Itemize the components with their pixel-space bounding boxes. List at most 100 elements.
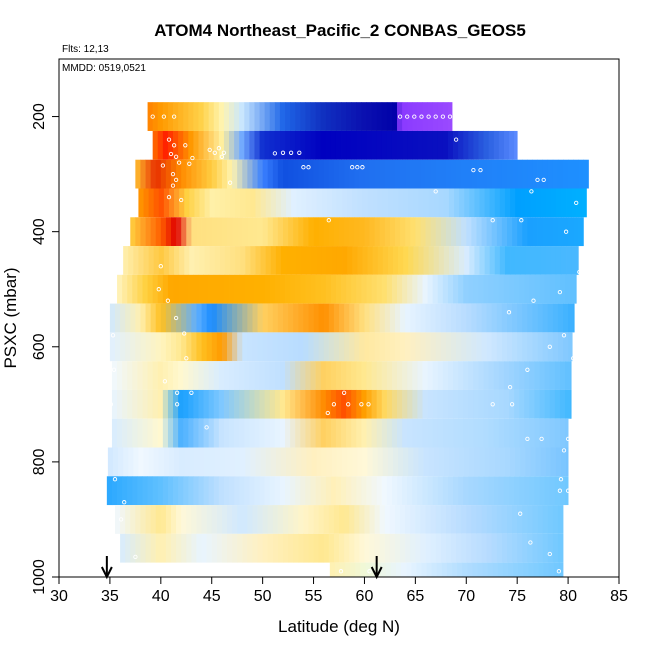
curtain-cell — [115, 303, 121, 333]
sample-marker — [122, 500, 127, 505]
curtain-cell — [366, 130, 372, 160]
curtain-cell — [255, 447, 261, 477]
curtain-cell — [165, 533, 172, 563]
sample-marker — [360, 165, 365, 170]
curtain-cell — [412, 130, 418, 160]
sample-marker — [528, 540, 533, 545]
curtain-cell — [145, 332, 152, 362]
curtain-cell — [496, 303, 503, 333]
curtain-cell — [361, 102, 367, 131]
curtain-cell — [366, 389, 372, 419]
curtain-cell — [176, 533, 182, 563]
sample-marker — [433, 114, 438, 119]
curtain-cell — [554, 361, 561, 390]
curtain-cell — [186, 505, 192, 534]
curtain-cell — [211, 533, 218, 563]
curtain-cell — [239, 476, 245, 506]
sample-marker — [190, 155, 195, 161]
sample-marker — [156, 287, 161, 292]
curtain-cell — [499, 447, 506, 477]
sample-marker — [535, 177, 540, 183]
curtain-cell — [354, 505, 360, 534]
curtain-row — [123, 246, 579, 275]
curtain-cell — [269, 274, 276, 304]
curtain-cell — [288, 159, 294, 189]
curtain-cell — [142, 476, 148, 506]
curtain-cell — [178, 130, 184, 160]
sample-marker — [539, 436, 544, 442]
curtain-cell — [483, 418, 490, 448]
curtain-cell — [501, 217, 508, 247]
curtain-cell — [216, 159, 223, 189]
curtain-cell — [381, 130, 388, 160]
curtain-cell — [415, 217, 421, 247]
curtain-cell — [402, 130, 408, 160]
curtain-cell — [152, 274, 159, 304]
curtain-cell — [344, 332, 350, 362]
curtain-cell — [290, 476, 296, 506]
curtain-cell — [135, 217, 141, 247]
curtain-cell — [272, 505, 279, 534]
curtain-cell — [519, 389, 525, 419]
curtain-cell — [137, 361, 143, 390]
curtain-cell — [461, 505, 467, 534]
curtain-cell — [447, 476, 454, 506]
curtain-cell — [532, 505, 538, 534]
curtain-cell — [140, 159, 146, 189]
curtain-cell — [279, 130, 286, 160]
sample-marker — [355, 165, 360, 170]
curtain-cell — [443, 447, 450, 477]
curtain-cell — [288, 505, 294, 534]
curtain-cell — [430, 505, 437, 534]
curtain-cell — [160, 159, 167, 189]
curtain-cell — [318, 332, 325, 362]
curtain-cell — [384, 303, 391, 333]
curtain-cell — [522, 332, 528, 362]
curtain-cell — [257, 505, 264, 534]
curtain-cell — [285, 418, 291, 448]
curtain-cell — [507, 332, 513, 362]
curtain-cell — [555, 447, 562, 477]
curtain-cell — [354, 303, 360, 333]
curtain-cell — [239, 389, 245, 419]
curtain-cell — [499, 188, 506, 218]
curtain-cell — [420, 505, 426, 534]
curtain-cell — [385, 562, 392, 577]
curtain-cell — [140, 533, 146, 563]
curtain-cell — [328, 332, 335, 362]
curtain-cell — [362, 246, 368, 275]
curtain-cell — [245, 447, 251, 477]
curtain-cell — [357, 447, 363, 477]
curtain-cell — [234, 102, 240, 131]
curtain-cell — [218, 389, 225, 419]
curtain-cell — [270, 246, 277, 275]
sample-marker — [179, 197, 184, 203]
curtain-cell — [405, 332, 411, 362]
curtain-cell — [293, 505, 299, 534]
curtain-cell — [565, 389, 571, 419]
curtain-cell — [573, 303, 575, 333]
curtain-cell — [213, 102, 220, 131]
curtain-cell — [532, 217, 538, 247]
curtain-cell — [447, 130, 454, 160]
curtain-cell — [510, 188, 516, 218]
curtain-cell — [150, 533, 157, 563]
curtain-cell — [360, 562, 366, 577]
curtain-cell — [548, 562, 555, 577]
curtain-cell — [410, 217, 416, 247]
x-tick-label: 50 — [254, 588, 272, 605]
curtain-cell — [259, 130, 266, 160]
curtain-cell — [216, 533, 223, 563]
curtain-cell — [559, 361, 566, 390]
curtain-cell — [247, 533, 253, 563]
curtain-cell — [257, 159, 264, 189]
curtain-cell — [522, 533, 528, 563]
curtain-cell — [392, 246, 399, 275]
curtain-cell — [130, 505, 136, 534]
curtain-cell — [178, 476, 184, 506]
curtain-cell — [547, 505, 554, 534]
curtain-cell — [193, 418, 199, 448]
curtain-cell — [410, 303, 416, 333]
curtain-cell — [227, 159, 233, 189]
sample-marker — [204, 425, 209, 430]
